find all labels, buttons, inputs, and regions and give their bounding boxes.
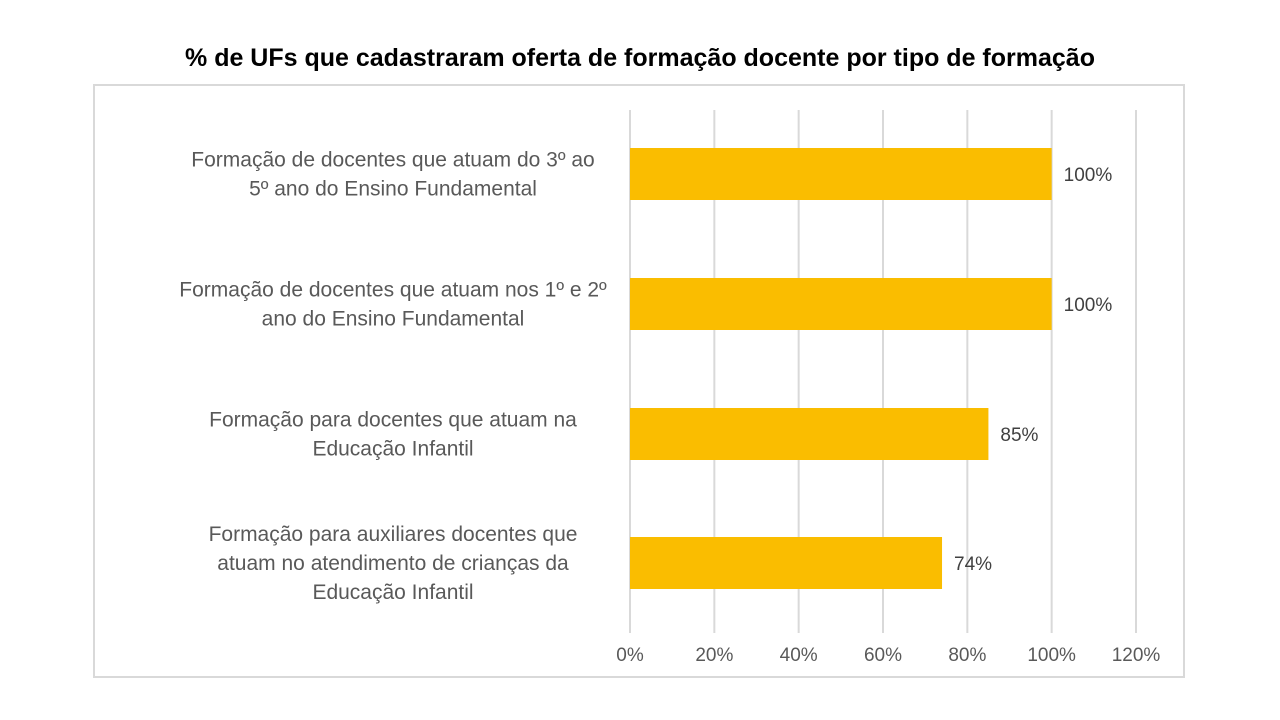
data-label: 85% bbox=[1000, 425, 1038, 446]
bar bbox=[630, 148, 1052, 200]
data-label: 74% bbox=[954, 554, 992, 575]
chart-frame bbox=[93, 84, 1185, 678]
x-tick-label: 100% bbox=[1027, 645, 1076, 666]
category-label-line: Formação de docentes que atuam nos 1º e … bbox=[179, 279, 607, 302]
bar bbox=[630, 537, 943, 589]
category-label: Formação para auxiliares docentes que atu… bbox=[209, 523, 578, 604]
category-label: Formação para docentes que atuam na Educa… bbox=[209, 409, 577, 461]
category-label-line: Formação para docentes que atuam na bbox=[209, 409, 577, 432]
bar bbox=[630, 408, 989, 460]
category-label-line: Educação Infantil bbox=[312, 438, 473, 461]
category-label: Formação de docentes que atuam do 3º ao 5… bbox=[191, 149, 594, 201]
category-label-line: 5º ano do Ensino Fundamental bbox=[249, 178, 537, 201]
category-label-line: ano do Ensino Fundamental bbox=[262, 308, 525, 331]
category-label-line: Formação de docentes que atuam do 3º ao bbox=[191, 149, 594, 172]
data-label: 100% bbox=[1064, 165, 1113, 186]
x-tick-label: 120% bbox=[1112, 645, 1161, 666]
bar bbox=[630, 278, 1052, 330]
x-tick-label: 20% bbox=[695, 645, 733, 666]
x-tick-label: 40% bbox=[780, 645, 818, 666]
category-label-line: Educação Infantil bbox=[312, 581, 473, 604]
category-label: Formação de docentes que atuam nos 1º e … bbox=[179, 279, 607, 331]
x-tick-label: 80% bbox=[948, 645, 986, 666]
x-tick-label: 0% bbox=[616, 645, 644, 666]
chart-title: % de UFs que cadastraram oferta de forma… bbox=[185, 44, 1095, 72]
category-label-line: Formação para auxiliares docentes que bbox=[209, 523, 578, 546]
data-label: 100% bbox=[1064, 295, 1113, 316]
category-label-line: atuam no atendimento de crianças da bbox=[217, 552, 569, 575]
x-tick-label: 60% bbox=[864, 645, 902, 666]
